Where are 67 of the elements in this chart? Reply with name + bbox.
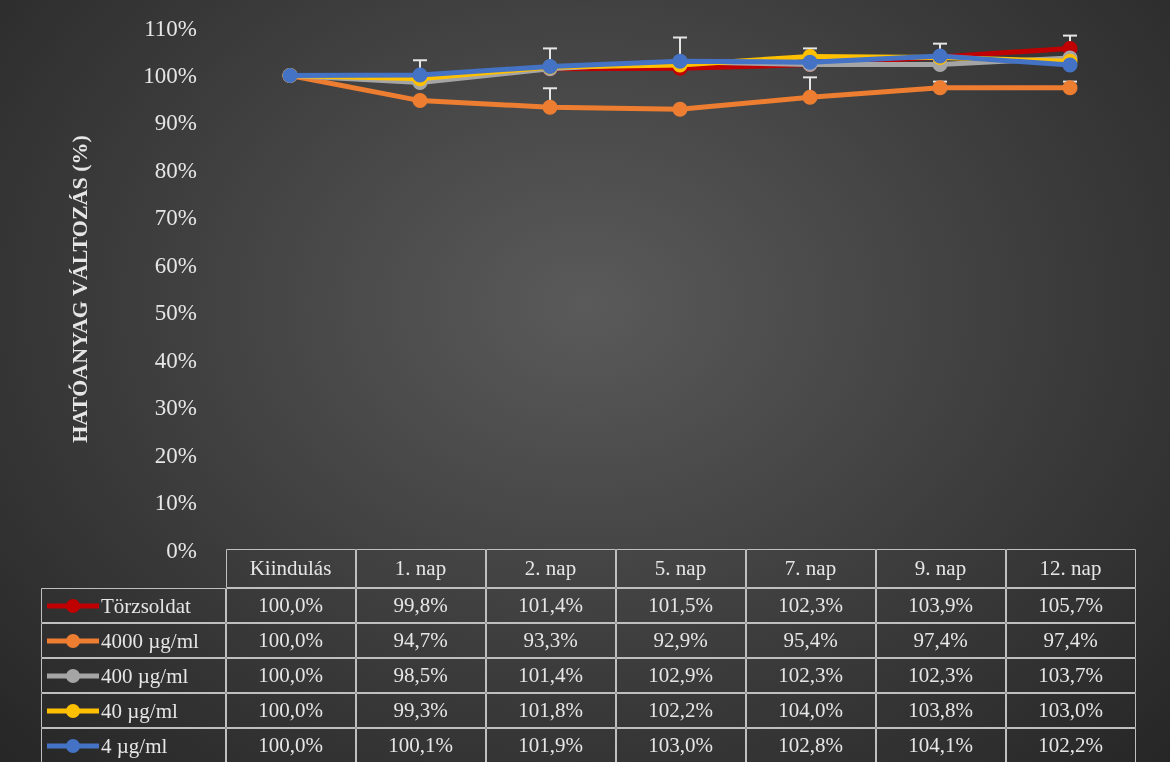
data-label: 104,1% [907, 731, 974, 759]
data-label: 99,3% [392, 696, 449, 724]
legend-label: 40 µg/ml [101, 698, 178, 723]
y-tick-label: 0% [166, 537, 197, 563]
data-label: 102,2% [647, 696, 714, 724]
x-tick-label: 7. nap [783, 554, 838, 582]
point [672, 101, 688, 117]
legend-label: 4000 µg/ml [101, 628, 199, 653]
y-tick-label: 80% [154, 157, 197, 183]
data-label: 105,7% [1037, 591, 1104, 619]
y-tick-label: 70% [154, 205, 197, 231]
data-label: 97,4% [912, 626, 969, 654]
data-label: 103,9% [907, 591, 974, 619]
data-label: 101,4% [517, 661, 584, 689]
data-label: 100,0% [257, 696, 324, 724]
data-label: 100,0% [257, 626, 324, 654]
data-label: 103,7% [1037, 661, 1104, 689]
point [932, 80, 948, 96]
point [412, 93, 428, 109]
y-tick-label: 10% [154, 490, 197, 516]
legend-label: 4 µg/ml [101, 733, 168, 758]
data-label: 102,8% [777, 731, 844, 759]
y-tick-label: 30% [154, 395, 197, 421]
x-tick-label: 5. nap [653, 554, 708, 582]
x-tick-label: Kiindulás [248, 554, 333, 582]
data-label: 94,7% [392, 626, 449, 654]
y-tick-label: 90% [154, 110, 197, 136]
data-label: 93,3% [522, 626, 579, 654]
point [1062, 80, 1078, 96]
data-label: 103,0% [1037, 696, 1104, 724]
data-label: 97,4% [1042, 626, 1099, 654]
data-label: 98,5% [392, 661, 449, 689]
data-label: 104,0% [777, 696, 844, 724]
data-label: 100,0% [257, 661, 324, 689]
legend-label: Törzsoldat [101, 593, 191, 618]
y-tick-label: 100% [143, 62, 197, 88]
data-label: 95,4% [782, 626, 839, 654]
data-label: 100,1% [387, 731, 454, 759]
y-tick-label: 20% [154, 442, 197, 468]
data-label: 92,9% [652, 626, 709, 654]
y-tick-label: 110% [144, 15, 197, 41]
x-tick-label: 2. nap [523, 554, 578, 582]
y-tick-label: 40% [154, 347, 197, 373]
x-tick-label: 9. nap [913, 554, 968, 582]
data-label: 100,0% [257, 731, 324, 759]
data-label: 103,0% [647, 731, 714, 759]
data-label: 100,0% [257, 591, 324, 619]
data-label: 99,8% [392, 591, 449, 619]
point [1062, 57, 1078, 73]
data-label: 102,2% [1037, 731, 1104, 759]
data-label: 101,4% [517, 591, 584, 619]
data-label: 102,3% [777, 591, 844, 619]
data-label: 102,9% [647, 661, 714, 689]
data-label: 103,8% [907, 696, 974, 724]
y-tick-label: 50% [154, 300, 197, 326]
data-label: 101,9% [517, 731, 584, 759]
point [802, 89, 818, 105]
point [542, 99, 558, 115]
data-label: 101,8% [517, 696, 584, 724]
data-label: 102,3% [907, 661, 974, 689]
legend-label: 400 µg/ml [101, 663, 189, 688]
x-tick-label: 1. nap [393, 554, 448, 582]
data-label: 101,5% [647, 591, 714, 619]
x-tick-label: 12. nap [1038, 554, 1103, 582]
data-label: 102,3% [777, 661, 844, 689]
y-tick-label: 60% [154, 252, 197, 278]
y-axis-title: HATÓANYAG VÁLTOZÁS (%) [66, 135, 92, 443]
